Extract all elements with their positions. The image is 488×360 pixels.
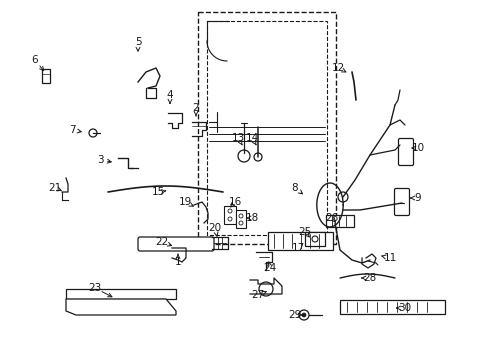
Bar (224, 206, 236, 224)
Text: 22: 22 (155, 237, 168, 247)
Text: 16: 16 (228, 197, 241, 207)
Text: 21: 21 (48, 183, 61, 193)
Text: 24: 24 (263, 263, 276, 273)
Circle shape (298, 310, 308, 320)
Text: 17: 17 (291, 243, 304, 253)
Bar (206, 21, 326, 235)
Circle shape (238, 150, 249, 162)
Text: 12: 12 (331, 63, 344, 73)
Circle shape (337, 192, 347, 202)
Text: 3: 3 (97, 155, 103, 165)
Circle shape (239, 221, 243, 225)
Text: 2: 2 (192, 103, 199, 113)
Text: 5: 5 (134, 37, 141, 47)
Text: 26: 26 (325, 213, 338, 223)
Circle shape (227, 217, 231, 221)
Text: 6: 6 (32, 55, 38, 65)
Circle shape (302, 313, 305, 317)
Text: 10: 10 (410, 143, 424, 153)
Bar (339, 300, 444, 314)
Text: 19: 19 (178, 197, 191, 207)
FancyBboxPatch shape (398, 139, 413, 166)
Text: 4: 4 (166, 90, 173, 100)
Text: 18: 18 (245, 213, 258, 223)
Text: 15: 15 (151, 187, 164, 197)
Bar (42, 69, 50, 83)
Circle shape (253, 153, 262, 161)
Bar (198, 12, 335, 244)
Bar (305, 232, 325, 246)
Text: 8: 8 (291, 183, 298, 193)
Text: 23: 23 (88, 283, 102, 293)
Text: 13: 13 (231, 133, 244, 143)
Text: 14: 14 (245, 133, 258, 143)
Text: 9: 9 (414, 193, 421, 203)
Text: 1: 1 (174, 257, 181, 267)
Text: 28: 28 (363, 273, 376, 283)
Bar (66, 289, 176, 299)
Text: 11: 11 (383, 253, 396, 263)
Bar (395, 190, 407, 214)
Circle shape (227, 209, 231, 213)
Polygon shape (66, 299, 176, 315)
Text: 27: 27 (251, 290, 264, 300)
Text: 20: 20 (208, 223, 221, 233)
Circle shape (311, 236, 317, 242)
Circle shape (239, 214, 243, 218)
FancyBboxPatch shape (394, 189, 408, 216)
Text: 29: 29 (288, 310, 301, 320)
Text: 25: 25 (298, 227, 311, 237)
Bar (267, 232, 332, 250)
Bar (325, 215, 353, 227)
Text: 7: 7 (68, 125, 75, 135)
Circle shape (89, 129, 97, 137)
Bar (236, 210, 245, 228)
FancyBboxPatch shape (138, 237, 214, 251)
Text: 30: 30 (398, 303, 411, 313)
Circle shape (259, 282, 272, 296)
